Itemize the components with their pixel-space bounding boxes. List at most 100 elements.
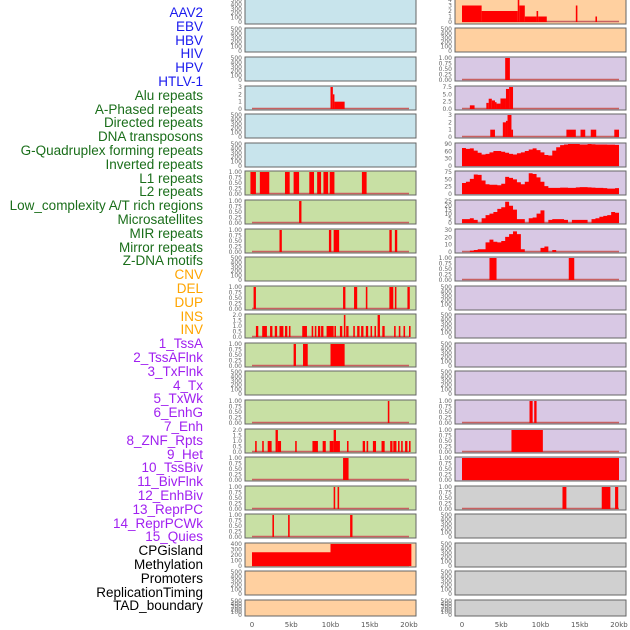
track-label: Low_complexity A/T rich regions bbox=[9, 198, 203, 214]
track-label: HIV bbox=[180, 46, 203, 62]
y-tick-label: 0.50 bbox=[439, 66, 453, 73]
track-label: G-Quadruplex forming repeats bbox=[20, 143, 203, 158]
y-tick-label: 0.0 bbox=[232, 449, 242, 456]
signal-bar bbox=[302, 326, 307, 337]
y-tick-label: 0 bbox=[448, 363, 452, 370]
signal-bar bbox=[366, 441, 369, 452]
y-tick-label: 0.50 bbox=[439, 266, 453, 273]
y-tick-label: 25 bbox=[444, 198, 452, 205]
y-tick-label: 1.00 bbox=[229, 341, 243, 348]
signal-bar bbox=[354, 287, 358, 309]
track-label: Directed repeats bbox=[103, 115, 203, 131]
track-panel: 0.000.250.500.751.00 bbox=[229, 227, 417, 256]
signal-bar bbox=[486, 102, 489, 109]
signal-bar bbox=[259, 172, 270, 194]
y-tick-label: 0.00 bbox=[229, 363, 243, 370]
y-tick-label: 400 bbox=[231, 1, 243, 8]
panel-background bbox=[244, 0, 417, 25]
track-label: DEL bbox=[176, 281, 203, 296]
y-tick-label: 500 bbox=[231, 112, 243, 119]
y-tick-label: 500 bbox=[231, 26, 243, 33]
signal-bar bbox=[334, 326, 336, 337]
y-tick-label: 0.75 bbox=[229, 347, 243, 354]
track-label: 5_TxWk bbox=[153, 391, 203, 407]
track-label: INS bbox=[180, 308, 203, 324]
signal-bar bbox=[252, 552, 331, 566]
signal-bar bbox=[500, 98, 506, 109]
y-tick-label: 0.75 bbox=[439, 261, 453, 268]
signal-bar bbox=[488, 98, 492, 109]
panel-background bbox=[454, 513, 627, 539]
y-tick-label: 300 bbox=[441, 550, 453, 557]
y-tick-label: 0.50 bbox=[229, 495, 243, 502]
y-tick-label: 5.0 bbox=[442, 91, 452, 98]
signal-bar bbox=[339, 326, 343, 337]
signal-bar bbox=[536, 11, 539, 22]
track-panel: 0.00.51.01.52.0 bbox=[232, 312, 417, 341]
y-tick-label: 1.0 bbox=[232, 438, 242, 445]
y-tick-label: 0.75 bbox=[229, 233, 243, 240]
signal-bar bbox=[401, 441, 403, 452]
y-tick-label: 15 bbox=[444, 207, 452, 214]
signal-bar bbox=[389, 287, 394, 309]
y-tick-label: 500 bbox=[441, 369, 453, 376]
signal-bar bbox=[387, 401, 390, 423]
signal-bar bbox=[288, 515, 290, 537]
signal-bar bbox=[494, 102, 497, 109]
y-tick-label: 0.00 bbox=[439, 477, 453, 484]
y-tick-label: 0.00 bbox=[229, 249, 243, 256]
x-tick-label: 0 bbox=[250, 621, 254, 629]
signal-bar bbox=[270, 326, 273, 337]
y-tick-label: 0.00 bbox=[439, 77, 453, 84]
y-tick-label: 1 bbox=[448, 127, 452, 134]
y-tick-label: 0.75 bbox=[229, 175, 243, 182]
track-panel: 0.000.250.500.751.00 bbox=[439, 55, 627, 84]
signal-bar bbox=[346, 326, 349, 337]
signal-bar bbox=[601, 487, 611, 509]
y-tick-label: 500 bbox=[231, 55, 243, 62]
y-tick-label: 0 bbox=[448, 249, 452, 256]
signal-bar bbox=[614, 129, 619, 137]
signal-bar bbox=[330, 544, 412, 566]
y-tick-label: 0.5 bbox=[232, 329, 242, 336]
y-tick-label: 400 bbox=[441, 316, 453, 323]
track-label: 4_Tx bbox=[172, 377, 203, 393]
y-tick-label: 1.00 bbox=[229, 227, 243, 234]
y-tick-label: 100 bbox=[441, 609, 453, 616]
signal-bar bbox=[511, 430, 543, 452]
signal-bar bbox=[566, 129, 576, 137]
panel-background bbox=[454, 599, 627, 617]
y-tick-label: 1.00 bbox=[229, 198, 243, 205]
panel-background bbox=[244, 142, 417, 168]
signal-bar bbox=[357, 326, 360, 337]
y-tick-label: 500 bbox=[231, 0, 243, 4]
y-tick-label: 50 bbox=[444, 176, 452, 183]
y-tick-label: 400 bbox=[441, 545, 453, 552]
y-tick-label: 0.75 bbox=[439, 61, 453, 68]
signal-bar bbox=[394, 230, 398, 252]
y-tick-label: 100 bbox=[231, 587, 243, 594]
y-tick-label: 300 bbox=[441, 604, 453, 611]
signal-bar bbox=[507, 115, 512, 137]
track-panel: 0.000.250.500.751.00 bbox=[439, 427, 627, 456]
y-tick-label: 1.00 bbox=[439, 484, 453, 491]
signal-bar bbox=[311, 326, 314, 337]
y-tick-label: 0.50 bbox=[229, 295, 243, 302]
y-tick-label: 2.5 bbox=[442, 99, 452, 106]
y-tick-label: 0.75 bbox=[229, 404, 243, 411]
signal-bar bbox=[398, 326, 401, 337]
track-label: 12_EnhBiv bbox=[137, 488, 203, 503]
y-tick-label: 0.50 bbox=[229, 180, 243, 187]
y-tick-label: 0 bbox=[238, 48, 242, 55]
y-tick-label: 400 bbox=[441, 573, 453, 580]
signal-bar bbox=[575, 5, 578, 22]
track-label: 1_TssA bbox=[158, 336, 203, 352]
panel-background bbox=[454, 342, 627, 368]
signal-bar bbox=[580, 129, 586, 137]
